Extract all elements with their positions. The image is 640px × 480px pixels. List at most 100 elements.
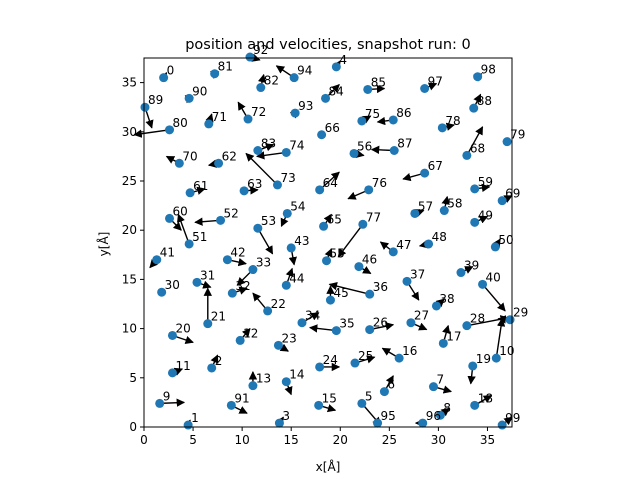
point-label: 36 bbox=[373, 280, 388, 294]
position-point bbox=[174, 158, 184, 168]
point-label: 63 bbox=[247, 177, 262, 191]
position-point bbox=[470, 184, 480, 194]
point-label: 89 bbox=[148, 93, 163, 107]
position-point bbox=[394, 353, 404, 363]
position-point bbox=[281, 280, 291, 290]
x-tick-label: 5 bbox=[189, 433, 197, 447]
point-label: 78 bbox=[445, 114, 460, 128]
position-point bbox=[431, 301, 441, 311]
position-point bbox=[331, 62, 341, 72]
position-point bbox=[315, 362, 325, 372]
point-label: 22 bbox=[271, 297, 286, 311]
position-point bbox=[243, 114, 253, 124]
velocity-arrow bbox=[256, 151, 287, 160]
position-point bbox=[159, 73, 169, 83]
position-point bbox=[227, 288, 237, 298]
point-label: 9 bbox=[163, 389, 171, 403]
position-point bbox=[317, 130, 327, 140]
position-point bbox=[331, 326, 341, 336]
point-label: 65 bbox=[327, 212, 342, 226]
position-point bbox=[402, 276, 412, 286]
position-point bbox=[184, 239, 194, 249]
point-label: 41 bbox=[160, 246, 175, 260]
point-label: 48 bbox=[432, 230, 447, 244]
point-label: 30 bbox=[165, 278, 180, 292]
position-point bbox=[207, 363, 217, 373]
point-label: 92 bbox=[253, 43, 268, 57]
position-point bbox=[290, 108, 300, 118]
position-point bbox=[491, 353, 501, 363]
position-point bbox=[420, 84, 430, 94]
position-point bbox=[297, 318, 307, 328]
position-point bbox=[462, 150, 472, 160]
point-label: 83 bbox=[261, 136, 276, 150]
x-tick-label: 30 bbox=[431, 433, 446, 447]
position-point bbox=[152, 255, 162, 265]
y-tick-label: 20 bbox=[122, 223, 137, 237]
position-point bbox=[272, 180, 282, 190]
point-label: 67 bbox=[428, 159, 443, 173]
point-label: 91 bbox=[234, 391, 249, 405]
position-point bbox=[424, 239, 434, 249]
point-label: 37 bbox=[410, 267, 425, 281]
position-point bbox=[428, 382, 438, 392]
point-label: 58 bbox=[447, 197, 462, 211]
point-label: 27 bbox=[414, 309, 429, 323]
point-label: 25 bbox=[358, 349, 373, 363]
y-tick-label: 25 bbox=[122, 174, 137, 188]
y-tick-label: 10 bbox=[122, 322, 137, 336]
point-label: 35 bbox=[339, 317, 354, 331]
point-label: 10 bbox=[499, 344, 514, 358]
point-label: 1 bbox=[191, 411, 199, 425]
position-point bbox=[468, 361, 478, 371]
x-tick-label: 0 bbox=[140, 433, 148, 447]
position-point bbox=[358, 219, 368, 229]
point-label: 20 bbox=[175, 321, 190, 335]
y-axis-ticks: 0 5 10 15 20 25 30 35 bbox=[122, 76, 144, 434]
position-point bbox=[315, 185, 325, 195]
point-label: 87 bbox=[397, 136, 412, 150]
point-label: 31 bbox=[200, 268, 215, 282]
position-point bbox=[165, 125, 175, 135]
position-point bbox=[256, 83, 266, 93]
position-point bbox=[157, 287, 167, 297]
position-point bbox=[490, 242, 500, 252]
position-point bbox=[321, 93, 331, 103]
chart-title: position and velocities, snapshot run: 0 bbox=[185, 37, 471, 53]
point-label: 73 bbox=[280, 171, 295, 185]
position-point bbox=[165, 213, 175, 223]
point-label: 71 bbox=[212, 110, 227, 124]
x-tick-label: 20 bbox=[333, 433, 348, 447]
point-label: 94 bbox=[297, 64, 312, 78]
position-point bbox=[210, 69, 220, 79]
position-point bbox=[438, 338, 448, 348]
position-point bbox=[192, 277, 202, 287]
point-label: 8 bbox=[443, 401, 451, 415]
point-label: 46 bbox=[362, 253, 377, 267]
position-point bbox=[469, 103, 479, 113]
point-label: 39 bbox=[464, 259, 479, 273]
position-point bbox=[462, 321, 472, 331]
point-label: 44 bbox=[289, 271, 304, 285]
position-point bbox=[322, 256, 332, 266]
point-label: 88 bbox=[477, 94, 492, 108]
point-label: 51 bbox=[192, 230, 207, 244]
point-label: 66 bbox=[325, 121, 340, 135]
position-point bbox=[410, 208, 420, 218]
position-point bbox=[388, 115, 398, 125]
position-point bbox=[420, 168, 430, 178]
point-label: 69 bbox=[505, 187, 520, 201]
point-label: 17 bbox=[446, 329, 461, 343]
velocity-arrow bbox=[176, 213, 190, 245]
position-point bbox=[349, 148, 359, 158]
position-point bbox=[364, 185, 374, 195]
axes-frame bbox=[143, 57, 513, 428]
point-label: 6 bbox=[387, 378, 395, 392]
position-point bbox=[319, 221, 329, 231]
point-label: 43 bbox=[294, 234, 309, 248]
point-label: 68 bbox=[470, 141, 485, 155]
point-label: 47 bbox=[396, 238, 411, 252]
point-label: 50 bbox=[498, 233, 513, 247]
point-label: 18 bbox=[478, 391, 493, 405]
point-label: 60 bbox=[173, 204, 188, 218]
